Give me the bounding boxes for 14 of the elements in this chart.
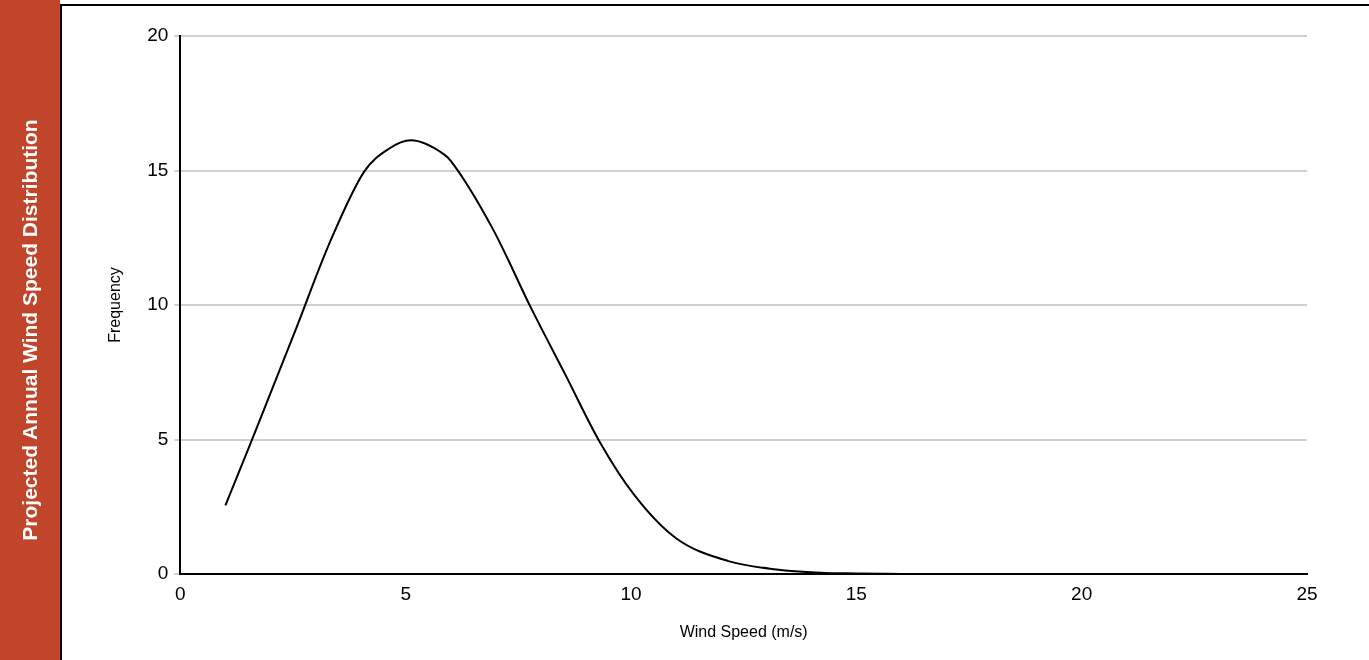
y-tick-label: 5 xyxy=(157,427,169,449)
y-axis-title: Frequency xyxy=(106,267,124,343)
x-tick-label: 20 xyxy=(1071,582,1093,604)
x-tick-label: 10 xyxy=(620,582,642,604)
y-tick-label: 15 xyxy=(147,158,169,180)
y-tick-label: 10 xyxy=(147,293,169,315)
x-tick-label: 15 xyxy=(845,582,867,604)
text: Projected Annual Wind Speed Distribution xyxy=(18,119,42,541)
y-tick-label: 0 xyxy=(157,562,169,584)
y-tick-label: 20 xyxy=(147,24,169,46)
x-tick-label: 25 xyxy=(1296,582,1318,604)
x-tick-label: 0 xyxy=(175,582,186,604)
x-axis-title: Wind Speed (m/s) xyxy=(679,622,808,640)
x-tick-label: 5 xyxy=(400,582,411,604)
